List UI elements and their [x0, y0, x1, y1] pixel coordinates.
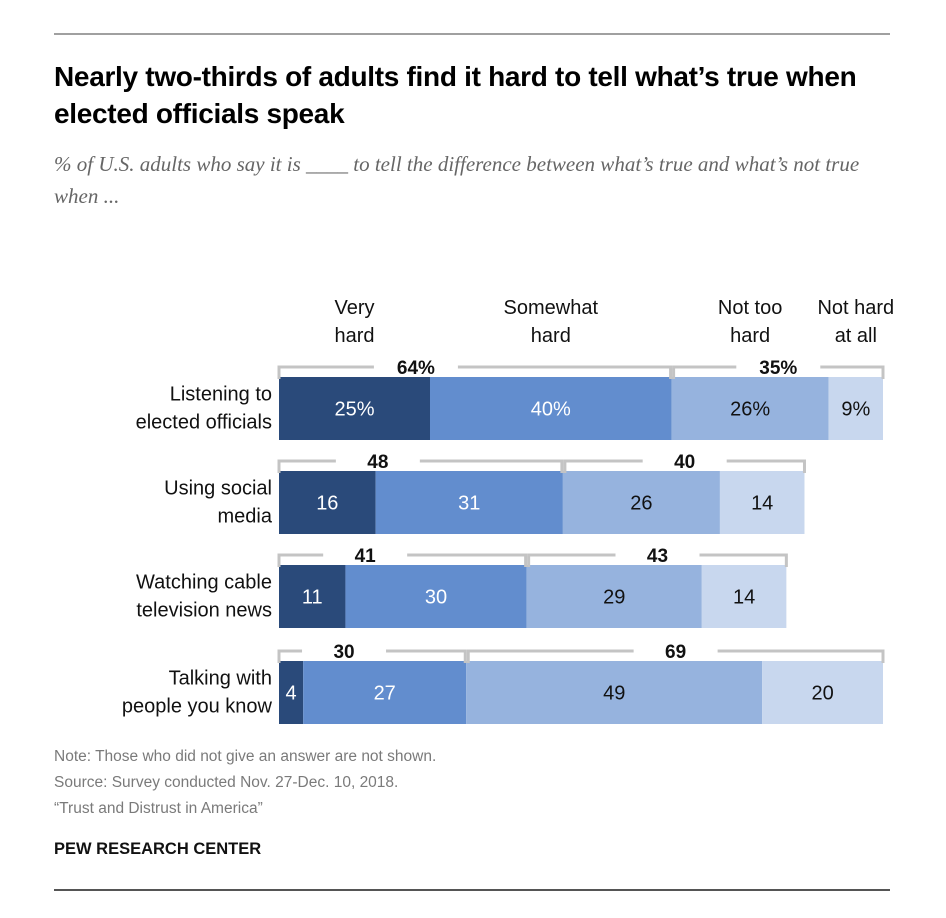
bar-segment-very-hard	[279, 565, 346, 628]
value-label: 31	[458, 493, 480, 515]
legend-label-not-hard-at-all: Not hard	[817, 297, 894, 319]
bar-segment-somewhat-hard	[430, 377, 672, 440]
category-label: Listening to	[170, 384, 272, 406]
net-bracket	[277, 459, 336, 473]
chart-subtitle: % of U.S. adults who say it is ____ to t…	[54, 152, 860, 208]
bar-segment-very-hard	[279, 471, 376, 534]
category-label: people you know	[122, 696, 273, 718]
net-label: 64%	[397, 358, 435, 379]
net-bracket	[726, 459, 806, 473]
legend-label-somewhat-hard: Somewhat	[504, 297, 599, 319]
legend-label-somewhat-hard: hard	[531, 325, 571, 347]
bar-segment-not-too-hard	[562, 471, 720, 534]
category-label: media	[218, 506, 273, 528]
net-bracket	[277, 553, 324, 567]
category-label: Talking with	[169, 668, 272, 690]
bar-segment-somewhat-hard	[345, 565, 527, 628]
value-label: 40%	[531, 399, 571, 421]
net-bracket	[699, 553, 788, 567]
net-label: 40	[674, 452, 695, 473]
net-label: 48	[367, 452, 388, 473]
net-label: 35%	[759, 358, 797, 379]
legend-label-not-too-hard: Not too	[718, 297, 782, 319]
net-bracket	[277, 365, 374, 379]
net-bracket	[466, 649, 634, 663]
bar-segment-not-too-hard	[526, 565, 702, 628]
value-label: 30	[425, 587, 447, 609]
net-bracket	[527, 553, 616, 567]
bar-segment-very-hard	[279, 661, 304, 724]
bar-segment-not-too-hard	[671, 377, 829, 440]
bar-segment-not-hard-at-all	[719, 471, 805, 534]
bar-segment-somewhat-hard	[375, 471, 563, 534]
net-bracket	[277, 649, 303, 663]
legend-label-not-too-hard: hard	[730, 325, 770, 347]
bottom-rule	[54, 889, 890, 891]
net-bracket	[457, 365, 673, 379]
value-label: 4	[286, 683, 297, 705]
value-label: 14	[733, 587, 755, 609]
net-label: 43	[647, 546, 668, 567]
legend-label-very-hard: Very	[334, 297, 374, 319]
bar-segment-somewhat-hard	[303, 661, 467, 724]
net-bracket	[419, 459, 564, 473]
value-label: 14	[751, 493, 773, 515]
note-text: Note: Those who did not give an answer a…	[54, 748, 437, 765]
chart-title: Nearly two-thirds of adults find it hard…	[54, 61, 857, 129]
bar-segment-very-hard	[279, 377, 430, 440]
net-bracket	[672, 365, 737, 379]
top-rule	[54, 33, 890, 35]
net-bracket	[563, 459, 643, 473]
category-label: Watching cable	[136, 572, 272, 594]
net-label: 69	[665, 642, 686, 663]
net-bracket	[386, 649, 467, 663]
value-label: 11	[302, 587, 323, 609]
value-label: 16	[316, 493, 338, 515]
value-label: 29	[603, 587, 625, 609]
report-text: “Trust and Distrust in America”	[54, 800, 263, 817]
bar-segment-not-too-hard	[466, 661, 763, 724]
value-label: 26	[630, 493, 652, 515]
net-label: 30	[333, 642, 354, 663]
net-label: 41	[355, 546, 377, 567]
net-bracket	[717, 649, 885, 663]
bar-segment-not-hard-at-all	[828, 377, 883, 440]
net-bracket	[820, 365, 885, 379]
value-label: 27	[374, 683, 396, 705]
bar-segment-not-hard-at-all	[762, 661, 883, 724]
category-label: television news	[136, 600, 272, 622]
legend-label-not-hard-at-all: at all	[835, 325, 877, 347]
category-label: Using social	[164, 478, 272, 500]
value-label: 26%	[730, 399, 770, 421]
source-text: Source: Survey conducted Nov. 27-Dec. 10…	[54, 774, 399, 791]
category-label: elected officials	[136, 412, 272, 434]
stacked-bar-chart: Very hard Somewhat hard Not too hard Not hard a…	[122, 297, 894, 724]
value-label: 9%	[841, 399, 870, 421]
bar-segment-not-hard-at-all	[701, 565, 787, 628]
brand-logo: PEW RESEARCH CENTER	[54, 840, 262, 858]
net-bracket	[407, 553, 528, 567]
value-label: 20	[811, 683, 833, 705]
value-label: 49	[603, 683, 625, 705]
value-label: 25%	[334, 399, 374, 421]
legend-label-very-hard: hard	[334, 325, 374, 347]
